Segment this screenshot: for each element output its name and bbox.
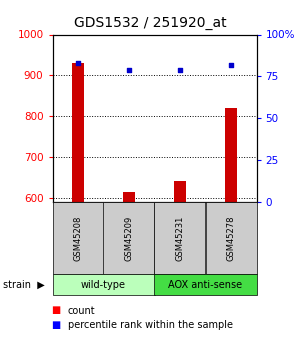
- Text: GSM45209: GSM45209: [124, 215, 134, 261]
- Point: [127, 67, 131, 72]
- Bar: [225, 108, 237, 202]
- Text: GSM45231: GSM45231: [176, 215, 184, 261]
- Text: AOX anti-sense: AOX anti-sense: [168, 280, 243, 289]
- Bar: [72, 63, 84, 202]
- Text: strain  ▶: strain ▶: [3, 280, 45, 289]
- Point: [76, 60, 80, 66]
- Text: GDS1532 / 251920_at: GDS1532 / 251920_at: [74, 16, 226, 30]
- Text: ■: ■: [51, 320, 60, 330]
- Bar: [123, 191, 135, 202]
- Text: ■: ■: [51, 306, 60, 315]
- Point: [178, 67, 182, 72]
- Text: percentile rank within the sample: percentile rank within the sample: [68, 320, 232, 330]
- Text: count: count: [68, 306, 95, 315]
- Text: GSM45278: GSM45278: [226, 215, 236, 261]
- Bar: [174, 181, 186, 202]
- Text: GSM45208: GSM45208: [74, 215, 82, 261]
- Text: wild-type: wild-type: [81, 280, 126, 289]
- Point: [229, 62, 233, 67]
